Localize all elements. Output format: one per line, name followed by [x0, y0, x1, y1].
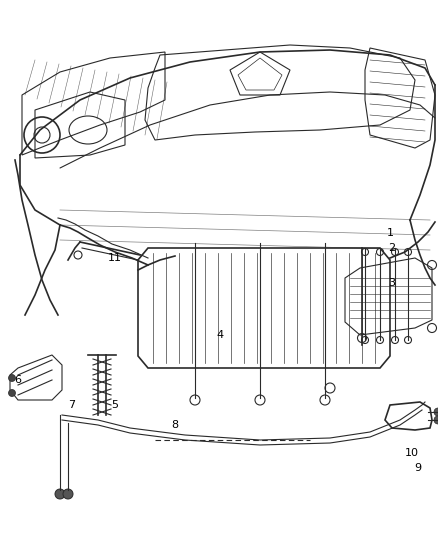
Text: 4: 4 [216, 330, 223, 340]
Circle shape [8, 375, 15, 382]
Circle shape [8, 390, 15, 397]
Circle shape [55, 489, 65, 499]
Text: 8: 8 [171, 420, 179, 430]
Circle shape [434, 416, 438, 424]
Text: 6: 6 [14, 375, 21, 385]
Text: 9: 9 [414, 463, 421, 473]
Text: 10: 10 [405, 448, 419, 458]
Text: 11: 11 [108, 253, 122, 263]
Text: 5: 5 [112, 400, 119, 410]
Text: 3: 3 [389, 278, 396, 288]
Circle shape [63, 489, 73, 499]
Text: 2: 2 [389, 243, 396, 253]
Text: 7: 7 [68, 400, 76, 410]
Circle shape [434, 408, 438, 416]
Text: 1: 1 [386, 228, 393, 238]
